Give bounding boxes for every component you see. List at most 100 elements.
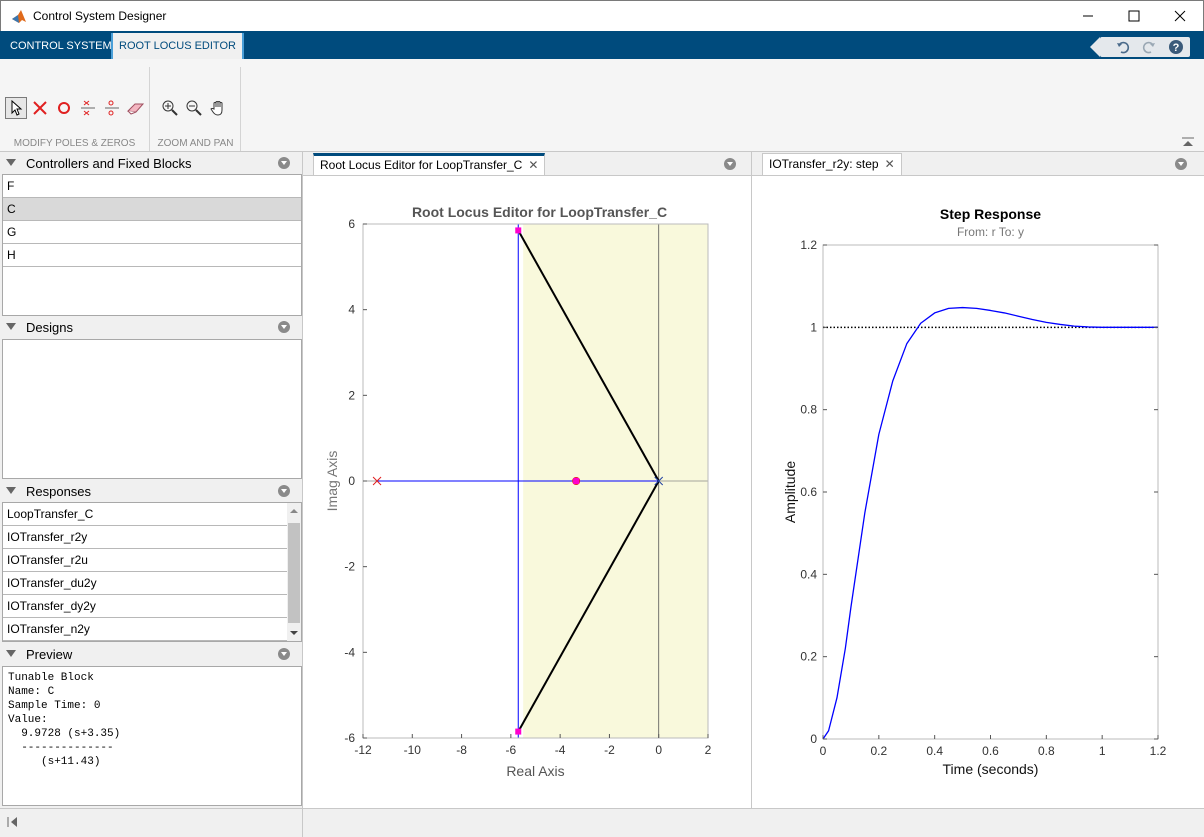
window-title: Control System Designer	[33, 9, 167, 23]
closed-loop-pole-marker	[515, 227, 522, 234]
closed-loop-pole-marker	[515, 728, 522, 735]
x-tick-label: -10	[404, 743, 422, 757]
x-tick-label: -8	[456, 743, 467, 757]
y-tick-label: 0	[810, 732, 817, 746]
tab-label: IOTransfer_r2y: step	[769, 157, 879, 171]
list-item[interactable]: IOTransfer_r2u	[3, 549, 287, 572]
add-zero-button[interactable]	[53, 97, 75, 119]
collapse-triangle-icon[interactable]	[6, 323, 16, 330]
tab-label: Root Locus Editor for LoopTransfer_C	[320, 158, 523, 172]
closed-loop-pole-marker	[573, 478, 580, 484]
eraser-icon	[127, 103, 145, 115]
panel-menu-icon[interactable]	[278, 157, 290, 169]
document-menu-icon[interactable]	[1175, 158, 1187, 170]
collapse-triangle-icon[interactable]	[6, 159, 16, 166]
list-item[interactable]: H	[3, 244, 301, 267]
hand-icon	[210, 101, 223, 116]
status-bar	[0, 808, 1204, 837]
responses-panel-title: Responses	[26, 484, 92, 499]
x-tick-label: -2	[604, 743, 615, 757]
preview-line: Sample Time: 0	[8, 700, 101, 712]
modify-poles-zeros-section: MODIFY POLES & ZEROS	[0, 67, 150, 151]
plot-frame	[822, 244, 1159, 740]
delete-button[interactable]	[125, 97, 147, 119]
close-button[interactable]	[1157, 1, 1203, 31]
close-tab-icon[interactable]: ✕	[528, 158, 539, 172]
tab-step-response[interactable]: IOTransfer_r2y: step ✕	[762, 153, 902, 175]
maximize-button[interactable]	[1111, 1, 1157, 31]
list-item[interactable]: IOTransfer_du2y	[3, 572, 287, 595]
select-tool-button[interactable]	[5, 97, 27, 119]
collapse-left-icon[interactable]	[6, 815, 20, 829]
tab-root-locus[interactable]: Root Locus Editor for LoopTransfer_C ✕	[313, 153, 546, 175]
panel-menu-icon[interactable]	[278, 321, 290, 333]
y-tick-label: 6	[348, 217, 355, 231]
help-icon[interactable]: ?	[1168, 39, 1184, 55]
x-axis-label: Time (seconds)	[943, 761, 1039, 777]
open-loop-pole-marker	[654, 476, 664, 486]
pan-button[interactable]	[207, 97, 229, 119]
controllers-panel-header[interactable]: Controllers and Fixed Blocks	[0, 152, 302, 174]
chart-title: Root Locus Editor for LoopTransfer_C	[412, 204, 667, 220]
x-tick-label: -4	[555, 743, 566, 757]
close-tab-icon[interactable]: ✕	[884, 157, 895, 171]
y-tick-label: -6	[344, 731, 355, 745]
zoom-pan-section: ZOOM AND PAN	[151, 67, 241, 151]
collapse-triangle-icon[interactable]	[6, 650, 16, 657]
document-menu-icon[interactable]	[724, 158, 736, 170]
preview-line: Tunable Block	[8, 672, 94, 684]
list-item[interactable]: G	[3, 221, 301, 244]
x-tick-label: 1	[1099, 744, 1106, 758]
close-icon	[1174, 10, 1186, 22]
y-tick-label: -4	[344, 645, 355, 659]
collapse-triangle-icon[interactable]	[6, 487, 16, 494]
root-locus-plot-area: -12 -10 -8 -6 -4 -2 0 2 -6 -4 -2 0 2 4 6 Root Locus Edi…	[303, 175, 751, 808]
list-item[interactable]: F	[3, 175, 301, 198]
root-locus-document: Root Locus Editor for LoopTransfer_C ✕ -1…	[303, 152, 752, 808]
list-item[interactable]: IOTransfer_dy2y	[3, 595, 287, 618]
zoom-in-button[interactable]	[159, 97, 181, 119]
undo-icon[interactable]	[1116, 40, 1130, 54]
title-bar: Control System Designer	[0, 0, 1204, 31]
responses-list: LoopTransfer_C IOTransfer_r2y IOTransfer…	[2, 502, 302, 642]
designs-list	[2, 339, 302, 479]
panel-menu-icon[interactable]	[278, 485, 290, 497]
open-loop-pole-marker	[372, 476, 382, 486]
preview-panel-header[interactable]: Preview	[0, 643, 302, 665]
zoom-out-button[interactable]	[183, 97, 205, 119]
section-label: MODIFY POLES & ZEROS	[13, 138, 136, 149]
preview-line: Name: C	[8, 686, 55, 698]
list-item[interactable]: IOTransfer_n2y	[3, 618, 287, 641]
chart-title: Step Response	[940, 206, 1041, 222]
scroll-up-icon[interactable]	[287, 505, 301, 517]
list-item[interactable]: C	[3, 198, 301, 221]
preview-line: 9.9728 (s+3.35)	[8, 728, 121, 740]
add-pole-button[interactable]	[29, 97, 51, 119]
y-tick-label: -2	[344, 560, 355, 574]
panel-menu-icon[interactable]	[278, 648, 290, 660]
y-tick-label: 1	[810, 320, 817, 334]
list-item[interactable]: IOTransfer_r2y	[3, 526, 287, 549]
x-tick-label: -6	[506, 743, 517, 757]
chart-subtitle: From: r To: y	[957, 225, 1024, 239]
tab-control-system[interactable]: CONTROL SYSTEM	[10, 40, 112, 52]
responses-scrollbar[interactable]	[287, 503, 301, 641]
responses-panel-header[interactable]: Responses	[0, 480, 302, 502]
designs-panel-header[interactable]: Designs	[0, 316, 302, 338]
collapse-toolstrip-icon[interactable]	[1182, 137, 1194, 147]
pointer-icon	[11, 100, 23, 116]
redo-icon[interactable]	[1142, 40, 1156, 54]
scroll-down-icon[interactable]	[287, 627, 301, 639]
add-complex-zero-button[interactable]	[101, 97, 123, 119]
scrollbar-thumb[interactable]	[288, 523, 300, 623]
left-data-browser: Controllers and Fixed Blocks F C G H Des…	[0, 152, 303, 808]
quick-access-toolbar: ?	[1100, 37, 1190, 57]
root-locus-chart[interactable]: -12 -10 -8 -6 -4 -2 0 2 -6 -4 -2 0 2 4 6 Root Locus Edi…	[303, 176, 751, 809]
step-response-chart[interactable]: 0 0.2 0.4 0.6 0.8 1 1.2 0 0.2 0.4 0.6 0.8 1 1.2 Step R…	[752, 176, 1204, 809]
y-tick-label: 2	[348, 388, 355, 402]
tab-root-locus-editor[interactable]: ROOT LOCUS EDITOR	[111, 33, 244, 59]
add-complex-pole-button[interactable]	[77, 97, 99, 119]
list-item[interactable]: LoopTransfer_C	[3, 503, 287, 526]
ribbon-tabstrip: CONTROL SYSTEM ROOT LOCUS EDITOR ?	[0, 31, 1204, 59]
minimize-button[interactable]	[1065, 1, 1111, 31]
